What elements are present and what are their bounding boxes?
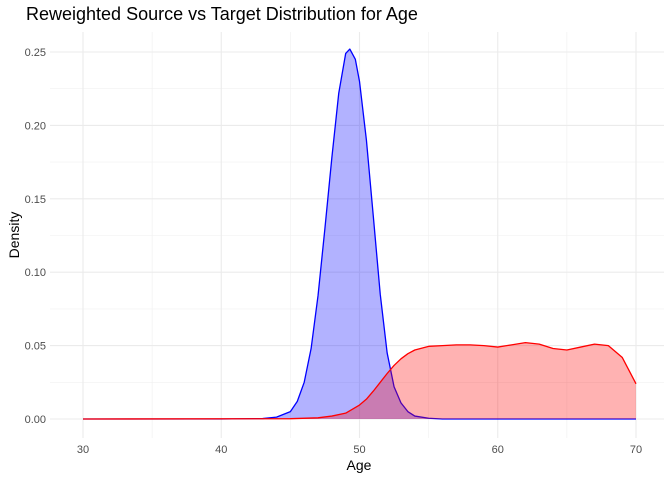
chart-title: Reweighted Source vs Target Distribution…	[26, 4, 418, 24]
y-tick-label: 0.15	[25, 194, 46, 206]
x-tick-label: 70	[630, 444, 642, 456]
y-tick-label: 0.10	[25, 267, 46, 279]
y-tick-label: 0.25	[25, 47, 46, 59]
y-tick-label: 0.05	[25, 341, 46, 353]
x-tick-label: 50	[353, 444, 365, 456]
series-2-line	[82, 342, 637, 420]
density-series	[82, 48, 637, 420]
y-tick-label: 0.20	[25, 120, 46, 132]
x-tick-label: 40	[215, 444, 227, 456]
x-tick-label: 60	[492, 444, 504, 456]
series-2-area	[83, 342, 636, 419]
y-axis-title: Density	[6, 212, 22, 259]
series-1-area	[83, 49, 636, 420]
y-tick-label: 0.00	[25, 414, 46, 426]
x-tick-label: 30	[77, 444, 89, 456]
series-1-line	[83, 48, 636, 420]
axis-ticks: 30 40 50 60 70 0.00 0.05 0.10 0.15 0.20 0.25	[25, 47, 643, 456]
x-axis-title: Age	[347, 457, 372, 473]
